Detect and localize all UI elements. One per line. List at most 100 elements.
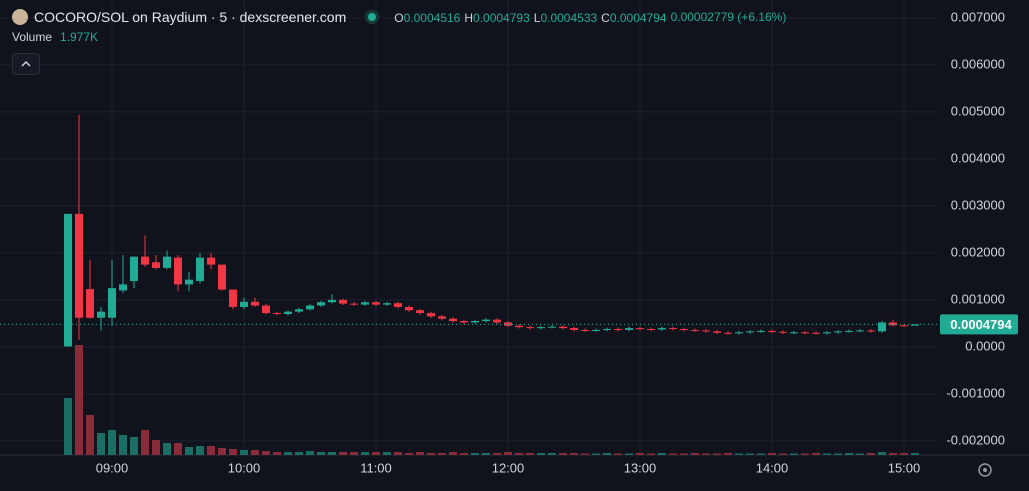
candle-body <box>790 332 798 334</box>
volume-bar <box>251 450 259 455</box>
ohlc-value: 0.0004793 <box>473 11 530 25</box>
candle-body <box>328 299 336 303</box>
volume-bar <box>702 453 710 455</box>
volume-bar <box>680 453 688 455</box>
candle-body <box>801 332 809 334</box>
y-tick-label: -0.002000 <box>946 432 1005 447</box>
y-tick-label: 0.006000 <box>951 56 1005 71</box>
x-tick-label: 11:00 <box>360 460 392 475</box>
candle-body <box>152 262 160 268</box>
settings-icon[interactable] <box>978 463 992 477</box>
volume-bar <box>438 453 446 455</box>
volume-bar <box>174 443 182 455</box>
volume-bar <box>856 453 864 455</box>
volume-bar <box>416 452 424 455</box>
volume-bar <box>427 453 435 455</box>
volume-bar <box>636 453 644 455</box>
candle-body <box>592 329 600 331</box>
candle-body <box>460 321 468 323</box>
y-tick-label: 0.001000 <box>951 291 1005 306</box>
chart-title: COCORO/SOL on Raydium · 5 · dexscreener.… <box>34 9 347 25</box>
volume-bar <box>691 453 699 455</box>
candle-body <box>691 329 699 331</box>
candle-body <box>900 325 908 327</box>
volume-bar <box>108 430 116 455</box>
candle-body <box>130 256 138 282</box>
volume-bar <box>669 453 677 455</box>
volume-bar <box>405 453 413 455</box>
volume-bar <box>449 452 457 455</box>
candle-body <box>86 289 94 318</box>
candle-body <box>581 329 589 331</box>
candle-body <box>548 326 556 328</box>
candle-body <box>834 331 842 333</box>
candle-body <box>196 257 204 282</box>
candle-body <box>108 288 116 318</box>
volume-value: 1.977K <box>60 30 99 44</box>
volume-bar <box>757 453 765 455</box>
volume-bar <box>295 452 303 455</box>
last-price-tag <box>940 314 1018 335</box>
candle-body <box>856 330 864 332</box>
candle-body <box>515 325 523 328</box>
candle-body <box>295 309 303 312</box>
candle-body <box>361 302 369 305</box>
candle-body <box>823 332 831 334</box>
candle-body <box>141 256 149 265</box>
y-tick-label: 0.005000 <box>951 103 1005 118</box>
volume-bar <box>900 453 908 455</box>
candle-body <box>669 328 677 330</box>
candle-body <box>438 316 446 319</box>
candle-body <box>229 289 237 307</box>
candle-body <box>394 303 402 307</box>
candle-body <box>911 324 919 326</box>
volume-bar <box>570 453 578 455</box>
candle-body <box>416 310 424 314</box>
volume-bar <box>845 453 853 455</box>
collapse-button[interactable] <box>12 53 40 75</box>
volume-bar <box>625 453 633 455</box>
candle-body <box>867 330 875 332</box>
ohlc-key: O <box>394 11 404 25</box>
x-tick-label: 12:00 <box>492 460 525 475</box>
volume-bar <box>581 453 589 455</box>
candle-body <box>658 328 666 330</box>
candle-body <box>383 303 391 305</box>
ohlc-key: H <box>464 11 474 25</box>
candle-body <box>559 326 567 329</box>
ohlc-legend: O0.0004516 H0.0004793 L0.0004533 C0.0004794 <box>390 9 666 25</box>
volume-bar <box>383 452 391 455</box>
volume-bar <box>284 452 292 455</box>
volume-bar <box>185 447 193 455</box>
candle-body <box>570 328 578 330</box>
x-tick-label: 09:00 <box>96 460 129 475</box>
candle-body <box>845 330 853 332</box>
volume-bar <box>548 453 556 455</box>
candle-body <box>339 299 347 304</box>
volume-bar <box>75 345 83 455</box>
volume-bar <box>603 453 611 455</box>
candle-body <box>64 213 72 347</box>
candle-body <box>284 311 292 314</box>
volume-bar <box>592 453 600 455</box>
volume-bar <box>493 453 501 455</box>
candle-body <box>471 321 479 323</box>
candle-body <box>174 257 182 285</box>
volume-bar <box>471 453 479 455</box>
volume-bar <box>911 453 919 455</box>
volume-bar <box>768 453 776 455</box>
volume-bar <box>152 440 160 455</box>
change: 0.00002779 (+6.16%) <box>670 10 787 24</box>
volume-bar <box>504 452 512 455</box>
volume-bar <box>647 453 655 455</box>
candle-body <box>526 327 534 329</box>
y-tick-label: 0.007000 <box>951 9 1005 24</box>
volume-bar <box>163 443 171 455</box>
volume-bar <box>394 452 402 455</box>
last-price-label: 0.0004794 <box>950 317 1012 332</box>
candle-body <box>75 213 83 318</box>
title-row: COCORO/SOL on Raydium · 5 · dexscreener.… <box>12 7 786 27</box>
ohlc-value: 0.0004794 <box>609 11 667 25</box>
